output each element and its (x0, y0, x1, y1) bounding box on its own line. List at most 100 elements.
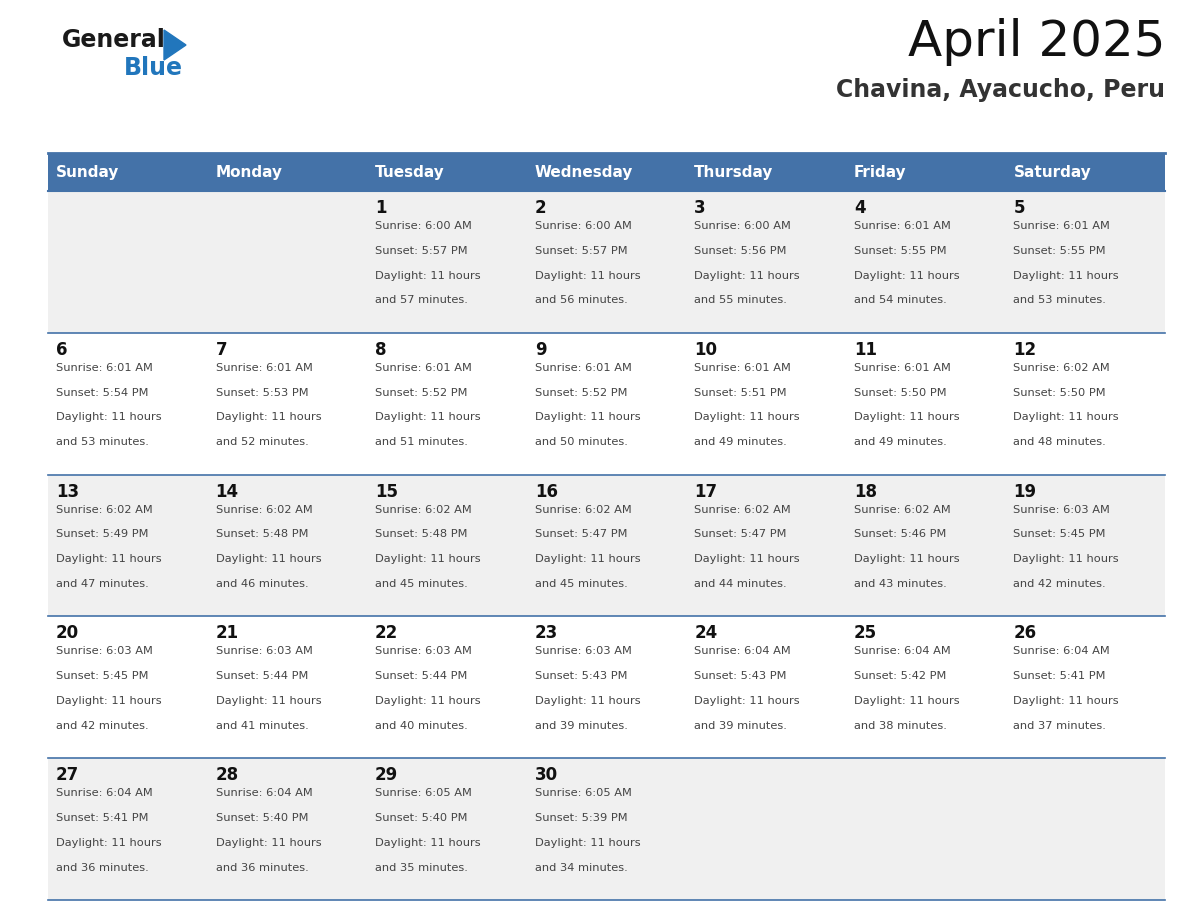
Text: Sunset: 5:48 PM: Sunset: 5:48 PM (375, 530, 468, 540)
Bar (526, 191, 687, 333)
Text: Daylight: 11 hours: Daylight: 11 hours (56, 838, 162, 848)
Text: Daylight: 11 hours: Daylight: 11 hours (535, 412, 640, 422)
Text: Friday: Friday (854, 164, 906, 180)
Text: Daylight: 11 hours: Daylight: 11 hours (1013, 554, 1119, 565)
Bar (208, 475, 367, 616)
Bar (48, 758, 208, 900)
Bar (367, 333, 526, 475)
Text: 7: 7 (215, 341, 227, 359)
Text: and 35 minutes.: and 35 minutes. (375, 863, 468, 873)
Bar (48, 475, 208, 616)
Text: Sunrise: 6:03 AM: Sunrise: 6:03 AM (215, 646, 312, 656)
Bar (367, 475, 526, 616)
Text: 14: 14 (215, 483, 239, 500)
Text: Daylight: 11 hours: Daylight: 11 hours (215, 696, 321, 706)
Text: and 39 minutes.: and 39 minutes. (535, 721, 627, 731)
Text: Sunset: 5:55 PM: Sunset: 5:55 PM (1013, 246, 1106, 256)
Text: and 50 minutes.: and 50 minutes. (535, 437, 627, 447)
Text: Daylight: 11 hours: Daylight: 11 hours (535, 271, 640, 281)
Text: 5: 5 (1013, 199, 1025, 217)
Bar (367, 758, 526, 900)
Text: Daylight: 11 hours: Daylight: 11 hours (375, 412, 481, 422)
Text: 19: 19 (1013, 483, 1037, 500)
Text: and 38 minutes.: and 38 minutes. (854, 721, 947, 731)
Text: Sunrise: 6:02 AM: Sunrise: 6:02 AM (854, 505, 950, 515)
Text: and 52 minutes.: and 52 minutes. (215, 437, 309, 447)
Bar (208, 153, 367, 191)
Text: 20: 20 (56, 624, 80, 643)
Text: Sunrise: 6:01 AM: Sunrise: 6:01 AM (56, 363, 153, 373)
Text: and 42 minutes.: and 42 minutes. (1013, 579, 1106, 589)
Text: and 55 minutes.: and 55 minutes. (694, 296, 788, 306)
Text: Monday: Monday (215, 164, 283, 180)
Text: 13: 13 (56, 483, 80, 500)
Text: 2: 2 (535, 199, 546, 217)
Text: Sunrise: 6:02 AM: Sunrise: 6:02 AM (56, 505, 153, 515)
Text: Daylight: 11 hours: Daylight: 11 hours (694, 271, 800, 281)
Text: Sunrise: 6:03 AM: Sunrise: 6:03 AM (375, 646, 472, 656)
Text: Daylight: 11 hours: Daylight: 11 hours (535, 554, 640, 565)
Text: Sunrise: 6:02 AM: Sunrise: 6:02 AM (215, 505, 312, 515)
Text: and 39 minutes.: and 39 minutes. (694, 721, 788, 731)
Text: Daylight: 11 hours: Daylight: 11 hours (215, 838, 321, 848)
Text: April 2025: April 2025 (908, 18, 1165, 66)
Bar (687, 616, 846, 758)
Text: and 51 minutes.: and 51 minutes. (375, 437, 468, 447)
Text: Sunset: 5:49 PM: Sunset: 5:49 PM (56, 530, 148, 540)
Text: 10: 10 (694, 341, 718, 359)
Text: 9: 9 (535, 341, 546, 359)
Text: 11: 11 (854, 341, 877, 359)
Text: and 43 minutes.: and 43 minutes. (854, 579, 947, 589)
Text: and 45 minutes.: and 45 minutes. (535, 579, 627, 589)
Text: Daylight: 11 hours: Daylight: 11 hours (854, 271, 960, 281)
Text: 3: 3 (694, 199, 706, 217)
Text: Sunset: 5:42 PM: Sunset: 5:42 PM (854, 671, 946, 681)
Bar (1005, 616, 1165, 758)
Text: and 41 minutes.: and 41 minutes. (215, 721, 309, 731)
Text: 17: 17 (694, 483, 718, 500)
Text: Sunset: 5:56 PM: Sunset: 5:56 PM (694, 246, 786, 256)
Bar (526, 616, 687, 758)
Bar (846, 191, 1005, 333)
Text: and 54 minutes.: and 54 minutes. (854, 296, 947, 306)
Text: Sunset: 5:43 PM: Sunset: 5:43 PM (694, 671, 786, 681)
Text: Sunset: 5:55 PM: Sunset: 5:55 PM (854, 246, 947, 256)
Bar (846, 758, 1005, 900)
Text: Sunset: 5:45 PM: Sunset: 5:45 PM (56, 671, 148, 681)
Bar (687, 758, 846, 900)
Text: Sunset: 5:47 PM: Sunset: 5:47 PM (535, 530, 627, 540)
Text: Sunrise: 6:02 AM: Sunrise: 6:02 AM (535, 505, 632, 515)
Text: Sunset: 5:57 PM: Sunset: 5:57 PM (535, 246, 627, 256)
Text: and 47 minutes.: and 47 minutes. (56, 579, 148, 589)
Bar (1005, 153, 1165, 191)
Bar (846, 153, 1005, 191)
Text: Sunset: 5:39 PM: Sunset: 5:39 PM (535, 813, 627, 823)
Bar (48, 191, 208, 333)
Bar (687, 153, 846, 191)
Text: Sunrise: 6:05 AM: Sunrise: 6:05 AM (375, 789, 472, 798)
Text: Sunset: 5:57 PM: Sunset: 5:57 PM (375, 246, 468, 256)
Bar (526, 475, 687, 616)
Text: 16: 16 (535, 483, 557, 500)
Text: General: General (62, 28, 166, 52)
Bar (208, 758, 367, 900)
Text: Sunset: 5:45 PM: Sunset: 5:45 PM (1013, 530, 1106, 540)
Text: Daylight: 11 hours: Daylight: 11 hours (535, 696, 640, 706)
Text: Sunrise: 6:03 AM: Sunrise: 6:03 AM (1013, 505, 1111, 515)
Text: Daylight: 11 hours: Daylight: 11 hours (215, 554, 321, 565)
Text: 23: 23 (535, 624, 558, 643)
Text: 25: 25 (854, 624, 877, 643)
Text: and 45 minutes.: and 45 minutes. (375, 579, 468, 589)
Text: Daylight: 11 hours: Daylight: 11 hours (56, 412, 162, 422)
Text: and 53 minutes.: and 53 minutes. (1013, 296, 1106, 306)
Text: and 53 minutes.: and 53 minutes. (56, 437, 148, 447)
Text: Daylight: 11 hours: Daylight: 11 hours (694, 554, 800, 565)
Text: and 42 minutes.: and 42 minutes. (56, 721, 148, 731)
Text: Daylight: 11 hours: Daylight: 11 hours (694, 696, 800, 706)
Text: Daylight: 11 hours: Daylight: 11 hours (1013, 412, 1119, 422)
Text: 24: 24 (694, 624, 718, 643)
Text: Daylight: 11 hours: Daylight: 11 hours (854, 554, 960, 565)
Text: Sunset: 5:40 PM: Sunset: 5:40 PM (215, 813, 308, 823)
Text: 21: 21 (215, 624, 239, 643)
Bar (48, 333, 208, 475)
